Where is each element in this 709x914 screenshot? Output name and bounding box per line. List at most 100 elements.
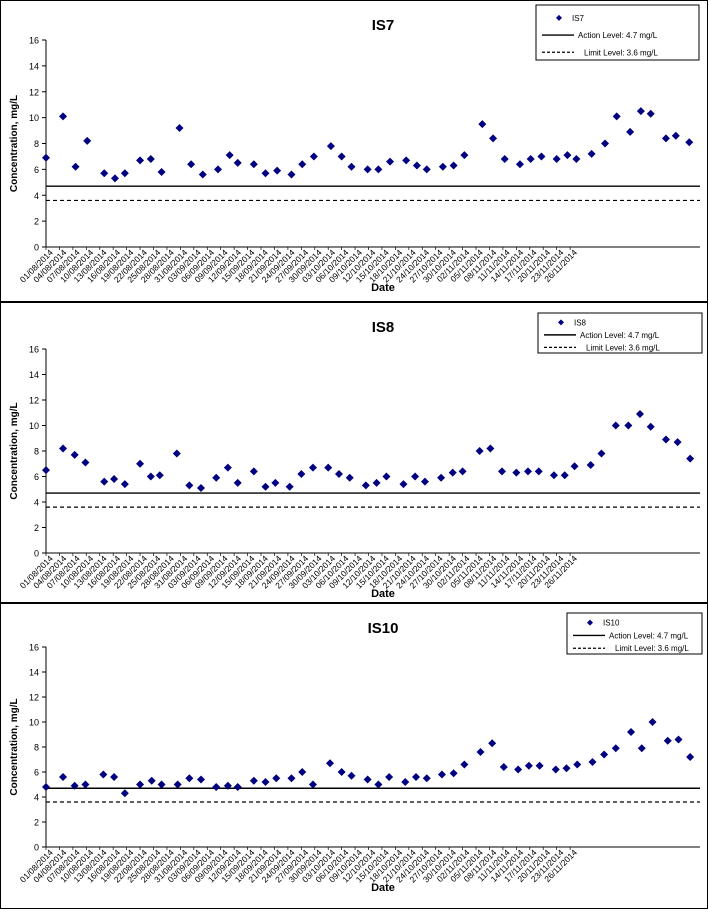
data-point xyxy=(563,151,572,160)
data-point xyxy=(514,765,523,774)
data-point xyxy=(374,165,383,174)
data-point xyxy=(601,139,610,148)
data-point xyxy=(626,127,635,136)
y-axis-title: Concentration, mg/L xyxy=(9,95,20,192)
data-point xyxy=(155,471,164,480)
data-point xyxy=(81,780,90,789)
y-tick-label: 0 xyxy=(34,549,39,559)
data-point xyxy=(214,165,223,174)
data-point xyxy=(476,748,485,756)
data-point xyxy=(372,478,381,487)
data-point xyxy=(411,472,420,481)
x-axis-title: Date xyxy=(371,882,395,894)
legend-marker xyxy=(556,14,562,21)
data-point xyxy=(157,167,166,176)
legend-marker xyxy=(558,319,564,326)
data-point xyxy=(386,157,395,166)
data-point xyxy=(486,444,495,453)
data-point xyxy=(198,170,207,179)
data-point xyxy=(385,773,394,781)
data-point xyxy=(515,160,524,169)
data-point xyxy=(308,463,317,472)
data-point xyxy=(347,162,356,171)
data-point xyxy=(100,477,109,486)
data-point xyxy=(136,780,145,789)
y-axis-title: Concentration, mg/L xyxy=(9,402,20,499)
data-point xyxy=(560,471,569,480)
data-point xyxy=(674,735,683,744)
legend-series-label: IS7 xyxy=(572,14,585,23)
data-point xyxy=(611,421,620,430)
data-point xyxy=(272,774,281,783)
data-point xyxy=(223,463,232,472)
y-tick-label: 14 xyxy=(29,370,39,380)
y-tick-label: 6 xyxy=(34,165,39,175)
data-point xyxy=(402,156,411,165)
data-point xyxy=(42,783,50,791)
y-axis-title: Concentration, mg/L xyxy=(9,698,20,795)
data-point xyxy=(233,158,242,167)
data-point xyxy=(42,466,50,475)
data-point xyxy=(185,481,194,490)
y-tick-label: 8 xyxy=(34,139,39,149)
data-point xyxy=(147,776,156,785)
y-tick-label: 12 xyxy=(29,396,39,406)
y-tick-label: 16 xyxy=(29,643,39,653)
data-point xyxy=(185,774,194,783)
data-point xyxy=(460,151,469,160)
data-point xyxy=(437,770,446,779)
data-point xyxy=(382,472,391,481)
data-point xyxy=(512,468,521,477)
legend-action-label: Action Level: 4.7 mg/L xyxy=(609,631,689,640)
data-point xyxy=(488,739,497,748)
data-point xyxy=(173,780,182,789)
data-point xyxy=(361,481,370,490)
y-tick-label: 10 xyxy=(29,718,39,728)
data-point xyxy=(438,162,447,171)
data-point xyxy=(586,461,595,470)
data-point xyxy=(449,769,458,778)
data-point xyxy=(448,468,457,477)
data-point xyxy=(345,473,354,482)
data-point xyxy=(287,170,296,179)
data-point xyxy=(572,155,581,164)
data-point xyxy=(449,161,458,170)
chart-title: IS10 xyxy=(368,620,399,637)
legend-marker xyxy=(587,619,593,626)
data-point xyxy=(172,449,181,458)
data-point xyxy=(499,763,508,771)
data-point xyxy=(261,778,270,786)
data-point xyxy=(612,112,621,121)
data-point xyxy=(59,444,68,453)
data-point xyxy=(298,160,307,169)
data-point xyxy=(627,728,636,736)
data-point xyxy=(523,467,532,476)
y-tick-label: 12 xyxy=(29,693,39,703)
data-point xyxy=(399,480,408,489)
data-point xyxy=(401,778,410,786)
data-point xyxy=(146,155,155,164)
legend-box xyxy=(535,4,700,61)
data-point xyxy=(534,467,543,476)
data-point xyxy=(637,744,646,753)
data-point xyxy=(120,789,129,798)
data-point xyxy=(326,142,335,151)
data-point xyxy=(686,753,695,761)
data-point xyxy=(271,478,280,487)
data-point xyxy=(685,138,694,147)
data-point xyxy=(285,482,294,491)
data-point xyxy=(420,477,429,486)
data-point xyxy=(59,773,68,781)
y-tick-label: 2 xyxy=(34,523,39,533)
legend-limit-label: Limit Level: 3.6 mg/L xyxy=(615,644,689,653)
y-tick-label: 12 xyxy=(29,87,39,97)
legend-action-label: Action Level: 4.7 mg/L xyxy=(578,31,658,40)
data-point xyxy=(212,473,221,482)
data-point xyxy=(175,123,184,132)
chart-title: IS8 xyxy=(372,319,395,336)
y-tick-label: 16 xyxy=(29,36,39,46)
data-point xyxy=(374,780,383,789)
data-point xyxy=(422,165,431,174)
data-point xyxy=(196,775,205,784)
